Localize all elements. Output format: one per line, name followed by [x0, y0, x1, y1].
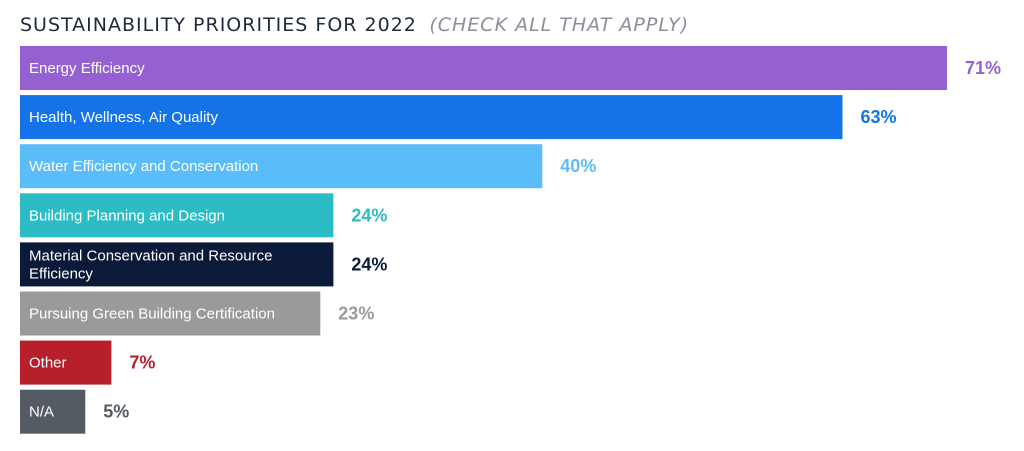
bars-group: Energy Efficiency 71% Health, Wellness, Ai…: [20, 46, 1001, 434]
bar-label-3: Building Planning and Design: [29, 207, 225, 224]
value-label-5: 23%: [338, 304, 374, 324]
bar-label-4: Material Conservation and Resource Effici…: [29, 247, 272, 282]
bar-5: [20, 291, 321, 336]
value-label-6: 7%: [129, 353, 155, 373]
bar-1: [20, 95, 843, 140]
bar-6: [20, 340, 112, 385]
bar-label-5: Pursuing Green Building Certification: [29, 306, 275, 323]
bar-0: [20, 46, 947, 90]
bar-7: [20, 389, 86, 434]
value-label-1: 63%: [861, 107, 897, 127]
chart-title-main: SUSTAINABILITY PRIORITIES FOR 2022: [20, 14, 417, 36]
bar-3: [20, 193, 334, 238]
bar-label-0: Energy Efficiency: [29, 60, 145, 77]
bar-2: [20, 144, 543, 189]
value-label-7: 5%: [103, 402, 129, 422]
value-label-4: 24%: [351, 254, 387, 274]
value-label-2: 40%: [560, 156, 596, 176]
chart-subtitle: (CHECK ALL THAT APPLY): [429, 14, 689, 36]
bar-label-2: Water Efficiency and Conservation: [29, 158, 258, 175]
bar-label-1: Health, Wellness, Air Quality: [29, 109, 218, 126]
bar-4: [20, 242, 334, 287]
bar-label-6: Other: [29, 355, 67, 372]
value-label-0: 71%: [965, 58, 1001, 78]
value-label-3: 24%: [351, 205, 387, 225]
bar-label-7: N/A: [29, 404, 54, 421]
chart-title: SUSTAINABILITY PRIORITIES FOR 2022 (CHEC…: [20, 14, 689, 36]
